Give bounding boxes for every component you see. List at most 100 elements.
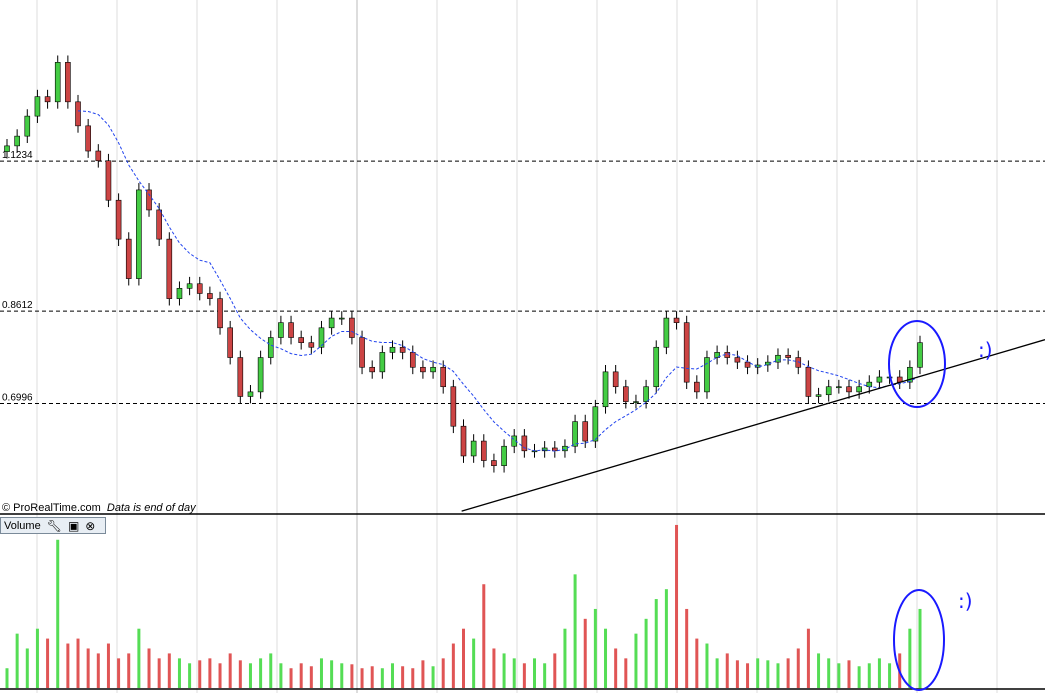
volume-bar bbox=[482, 584, 486, 688]
volume-bar bbox=[776, 663, 780, 688]
candle-up bbox=[24, 115, 31, 137]
price-level-label: 0.8612 bbox=[2, 300, 33, 311]
volume-bar bbox=[86, 648, 90, 688]
volume-bar bbox=[522, 663, 526, 688]
candle-up bbox=[4, 145, 10, 152]
price-levels: 1.1234 0.8612 0.6996 bbox=[0, 150, 1045, 405]
volume-bar bbox=[127, 653, 131, 688]
credit-note: Data is end of day bbox=[106, 502, 196, 514]
candle-down bbox=[125, 238, 132, 279]
volume-bar bbox=[725, 653, 729, 688]
candle-up bbox=[643, 386, 649, 402]
volume-bar bbox=[208, 658, 212, 688]
candle-down bbox=[440, 366, 447, 388]
moving-average-line bbox=[77, 110, 921, 452]
volume-panel-header: Volume 🔧︎ ▣ ⊗ bbox=[0, 517, 106, 534]
candle-down bbox=[369, 366, 376, 373]
volume-bar bbox=[66, 643, 70, 688]
candle-up bbox=[14, 135, 20, 147]
candle-down bbox=[237, 357, 244, 397]
volume-bar bbox=[553, 653, 557, 688]
volume-bar bbox=[421, 660, 425, 688]
volume-bars bbox=[5, 524, 922, 688]
candle-up bbox=[856, 386, 862, 393]
candle-down bbox=[288, 322, 294, 338]
volume-bar bbox=[624, 658, 628, 688]
candle-down bbox=[795, 357, 802, 368]
close-icon[interactable]: ⊗ bbox=[85, 518, 96, 533]
volume-bar bbox=[46, 638, 50, 688]
candle-down bbox=[217, 298, 223, 329]
wrench-icon[interactable]: 🔧︎ bbox=[46, 518, 62, 533]
volume-bar bbox=[35, 628, 39, 688]
candle-down bbox=[308, 342, 315, 348]
candle-up bbox=[592, 406, 599, 442]
volume-bar bbox=[867, 663, 871, 688]
price-level-label: 0.6996 bbox=[2, 393, 33, 404]
volume-bar bbox=[279, 663, 283, 688]
volume-bar bbox=[756, 658, 760, 688]
candle-down bbox=[623, 386, 629, 402]
volume-bar bbox=[877, 658, 881, 688]
candle-down bbox=[75, 101, 81, 127]
grid bbox=[36, 0, 998, 693]
volume-bar bbox=[492, 648, 496, 688]
candle-down bbox=[582, 421, 589, 442]
candle-up bbox=[917, 342, 923, 368]
candle-up bbox=[470, 440, 477, 457]
candle-down bbox=[115, 199, 122, 240]
data-credit: © ProRealTime.com Data is end of day bbox=[2, 502, 196, 514]
highlight-circle-volume bbox=[893, 589, 945, 691]
candle-up bbox=[430, 366, 436, 373]
candle-up bbox=[633, 401, 639, 403]
window-icon[interactable]: ▣ bbox=[67, 518, 80, 533]
volume-bar bbox=[56, 539, 60, 688]
volume-bar bbox=[654, 599, 658, 688]
volume-bar bbox=[5, 668, 9, 688]
volume-bar bbox=[827, 658, 831, 688]
candle-up bbox=[278, 322, 284, 338]
volume-bar bbox=[573, 574, 577, 688]
volume-bar bbox=[228, 653, 232, 688]
volume-bar bbox=[25, 648, 29, 688]
volume-bar bbox=[593, 608, 597, 688]
candle-down bbox=[450, 386, 457, 427]
volume-bar bbox=[177, 658, 181, 688]
candle-down bbox=[460, 425, 467, 457]
volume-bar bbox=[269, 653, 273, 688]
candle-down bbox=[65, 62, 71, 103]
candle-down bbox=[349, 317, 355, 338]
volume-bar bbox=[188, 663, 192, 688]
volume-bar bbox=[472, 638, 476, 688]
candle-down bbox=[612, 371, 619, 388]
volume-bar bbox=[583, 618, 587, 688]
candle-up bbox=[257, 357, 264, 393]
volume-bar bbox=[370, 666, 374, 688]
candles bbox=[4, 55, 923, 473]
volume-bar bbox=[157, 658, 161, 688]
candle-up bbox=[653, 346, 660, 388]
price-level-label: 1.1234 bbox=[2, 150, 33, 161]
candle-up bbox=[663, 317, 670, 348]
candle-up bbox=[379, 352, 386, 373]
candle-up bbox=[775, 354, 781, 363]
volume-bar bbox=[908, 628, 912, 688]
candle-up bbox=[815, 394, 822, 397]
highlight-circle-price bbox=[888, 320, 946, 408]
volume-bar bbox=[106, 643, 110, 688]
candle-up bbox=[876, 376, 883, 383]
volume-bar bbox=[96, 653, 100, 688]
candle-up bbox=[866, 381, 873, 388]
trendline bbox=[461, 339, 1045, 512]
candle-down bbox=[359, 337, 365, 368]
candle-down bbox=[196, 283, 203, 294]
volume-bar bbox=[695, 638, 699, 688]
volume-panel-title: Volume bbox=[4, 519, 41, 532]
candle-up bbox=[186, 283, 193, 289]
candle-up bbox=[825, 386, 832, 396]
candle-down bbox=[95, 150, 102, 162]
volume-bar bbox=[634, 633, 638, 688]
volume-bar bbox=[441, 658, 445, 688]
volume-bar bbox=[766, 660, 770, 688]
volume-bar bbox=[796, 648, 800, 688]
